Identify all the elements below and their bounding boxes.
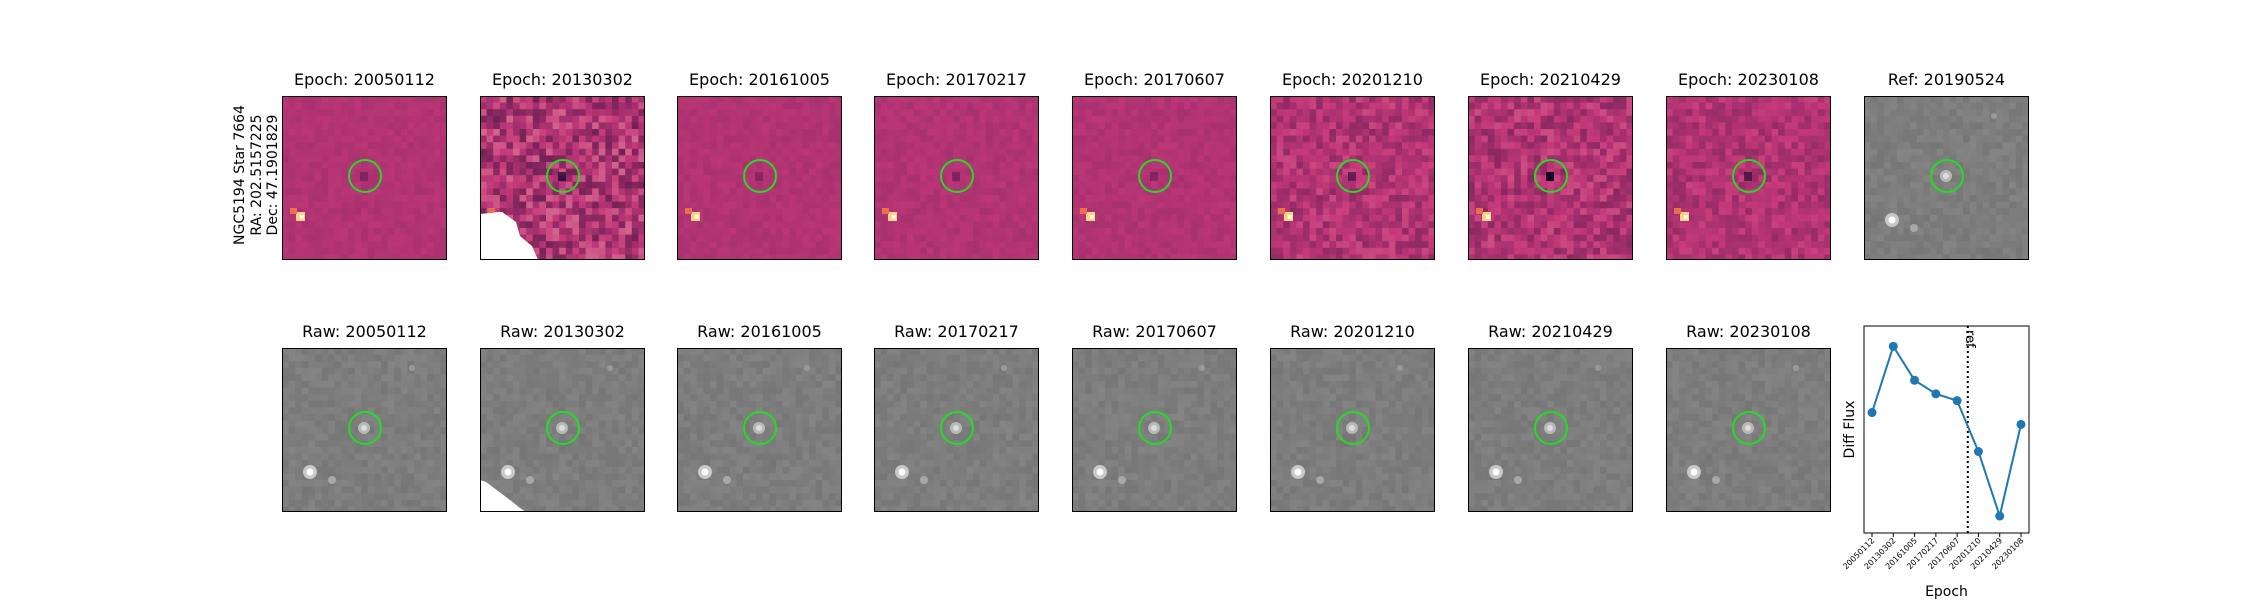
difference-image xyxy=(1666,96,1831,260)
image-frame xyxy=(1666,348,1831,512)
difference-image xyxy=(1468,96,1633,260)
image-frame xyxy=(480,96,645,260)
y-axis-label: Diff Flux xyxy=(1842,401,1858,459)
raw-panel: Raw: 20161005 xyxy=(677,322,842,512)
reference-panel: Ref: 20190524 xyxy=(1864,70,2029,260)
raw-panel: Raw: 20130302 xyxy=(480,322,645,512)
data-point xyxy=(1995,511,2005,521)
panel-title: Raw: 20130302 xyxy=(500,322,625,341)
image-frame xyxy=(1864,96,2029,260)
data-point xyxy=(1952,396,1962,406)
raw-panel: Raw: 20201210 xyxy=(1270,322,1435,512)
image-frame xyxy=(677,96,842,260)
image-frame xyxy=(1468,96,1633,260)
difference-image xyxy=(874,96,1039,260)
diff-panel: Epoch: 20230108 xyxy=(1666,70,1831,260)
data-point xyxy=(1867,408,1877,418)
raw-image xyxy=(1468,348,1633,512)
target-name: NGC5194 Star 7664 xyxy=(232,105,248,245)
target-dec: Dec: 47.1901829 xyxy=(265,114,281,236)
panel-title: Raw: 20050112 xyxy=(302,322,427,341)
difference-image xyxy=(1270,96,1435,260)
difference-image xyxy=(282,96,447,260)
image-frame xyxy=(282,96,447,260)
image-frame xyxy=(874,348,1039,512)
raw-image xyxy=(1864,96,2029,260)
difference-image xyxy=(677,96,842,260)
image-frame xyxy=(874,96,1039,260)
raw-image xyxy=(874,348,1039,512)
panel-title: Epoch: 20050112 xyxy=(294,70,435,89)
raw-image xyxy=(1072,348,1237,512)
panel-title: Epoch: 20230108 xyxy=(1678,70,1819,89)
image-frame xyxy=(1072,96,1237,260)
panel-title: Epoch: 20161005 xyxy=(689,70,830,89)
panel-title: Raw: 20230108 xyxy=(1686,322,1811,341)
data-point xyxy=(1931,389,1941,399)
target-ra: RA: 202.5157225 xyxy=(248,114,265,236)
diff-flux-chart: ref2005011220130302201610052017021720170… xyxy=(1841,325,2030,600)
chart-axes-frame xyxy=(1863,325,2030,534)
panel-title: Raw: 20170607 xyxy=(1092,322,1217,341)
panel-title: Raw: 20161005 xyxy=(697,322,822,341)
diff-panel: Epoch: 20130302 xyxy=(480,70,645,260)
flux-series-line xyxy=(1871,344,2022,520)
diff-panel: Epoch: 20170217 xyxy=(874,70,1039,260)
diff-panel: Epoch: 20201210 xyxy=(1270,70,1435,260)
reference-label: ref xyxy=(1962,330,1977,348)
image-frame xyxy=(1468,348,1633,512)
image-frame xyxy=(1270,348,1435,512)
raw-image xyxy=(480,348,645,512)
raw-image xyxy=(1666,348,1831,512)
image-frame xyxy=(282,348,447,512)
difference-image xyxy=(1072,96,1237,260)
image-frame xyxy=(1072,348,1237,512)
x-axis-label: Epoch xyxy=(1925,584,1968,600)
raw-panel: Raw: 20210429 xyxy=(1468,322,1633,512)
raw-panel: Raw: 20050112 xyxy=(282,322,447,512)
raw-panel: Raw: 20170217 xyxy=(874,322,1039,512)
data-point xyxy=(1888,341,1898,351)
raw-image xyxy=(282,348,447,512)
image-frame xyxy=(1666,96,1831,260)
panel-title: Raw: 20170217 xyxy=(894,322,1019,341)
panel-title: Epoch: 20130302 xyxy=(492,70,633,89)
data-point xyxy=(2016,419,2026,429)
raw-panel: Raw: 20230108 xyxy=(1666,322,1831,512)
image-frame xyxy=(677,348,842,512)
panel-title: Raw: 20210429 xyxy=(1488,322,1613,341)
difference-image xyxy=(480,96,645,260)
image-frame xyxy=(1270,96,1435,260)
diff-panel: Epoch: 20170607 xyxy=(1072,70,1237,260)
diff-panel: Epoch: 20210429 xyxy=(1468,70,1633,260)
diff-panel: Epoch: 20161005 xyxy=(677,70,842,260)
raw-panel: Raw: 20170607 xyxy=(1072,322,1237,512)
panel-title: Epoch: 20201210 xyxy=(1282,70,1423,89)
data-point xyxy=(1910,375,1920,385)
panel-title: Epoch: 20170217 xyxy=(886,70,1027,89)
raw-image xyxy=(677,348,842,512)
panel-title: Raw: 20201210 xyxy=(1290,322,1415,341)
panel-title: Epoch: 20210429 xyxy=(1480,70,1621,89)
image-frame xyxy=(480,348,645,512)
panel-title: Ref: 20190524 xyxy=(1887,70,2006,89)
diff-panel: Epoch: 20050112 xyxy=(282,70,447,260)
data-point xyxy=(1973,447,1983,457)
panel-title: Epoch: 20170607 xyxy=(1084,70,1225,89)
raw-image xyxy=(1270,348,1435,512)
